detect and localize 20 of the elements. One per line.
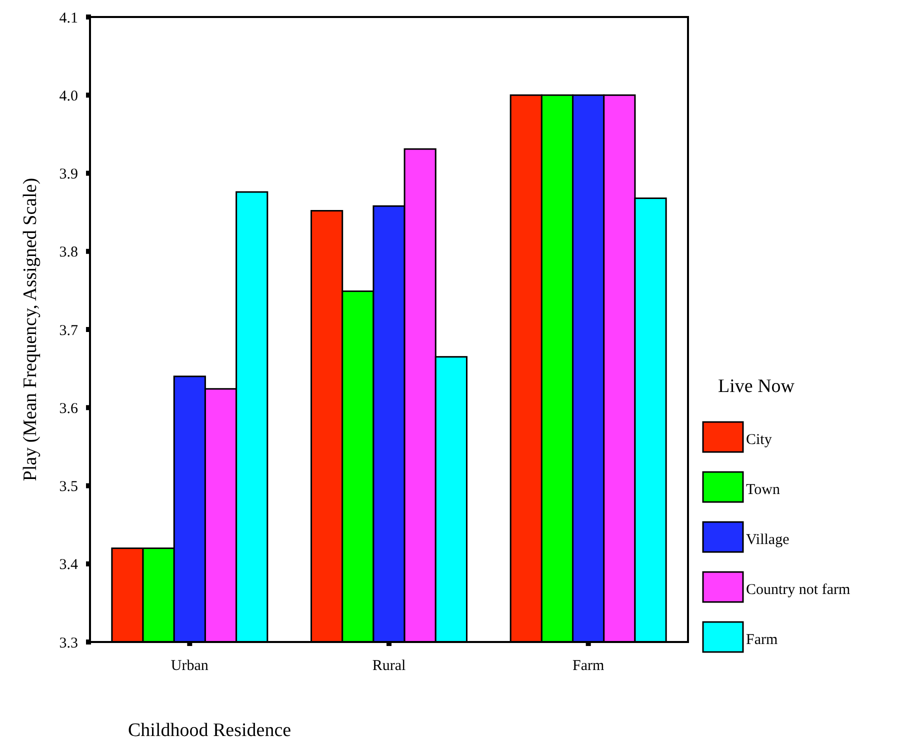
y-tick-label: 3.8: [59, 244, 78, 261]
x-axis-title: Childhood Residence: [128, 720, 292, 741]
y-tick-label: 3.6: [59, 400, 78, 417]
legend-label: City: [746, 432, 772, 448]
y-tick-label: 4.1: [59, 10, 78, 26]
legend-label: Village: [746, 532, 790, 548]
y-tick-label: 3.4: [59, 557, 78, 574]
y-tick-label: 3.3: [59, 635, 78, 652]
legend-label: Town: [746, 482, 780, 498]
legend-label: Country not farm: [746, 582, 850, 598]
y-tick-label: 3.9: [59, 166, 78, 182]
x-tick-label: Farm: [572, 658, 604, 674]
legend-title: Live Now: [718, 376, 795, 397]
y-tick-label: 3.5: [59, 479, 78, 495]
y-tick-label: 4.0: [59, 88, 78, 104]
y-tick-label: 3.7: [59, 322, 78, 339]
y-axis-title: Play (Mean Frequency, Assigned Scale): [20, 178, 41, 482]
x-tick-label: Rural: [372, 658, 406, 674]
legend-label: Farm: [746, 632, 778, 648]
x-tick-label: Urban: [170, 658, 209, 674]
